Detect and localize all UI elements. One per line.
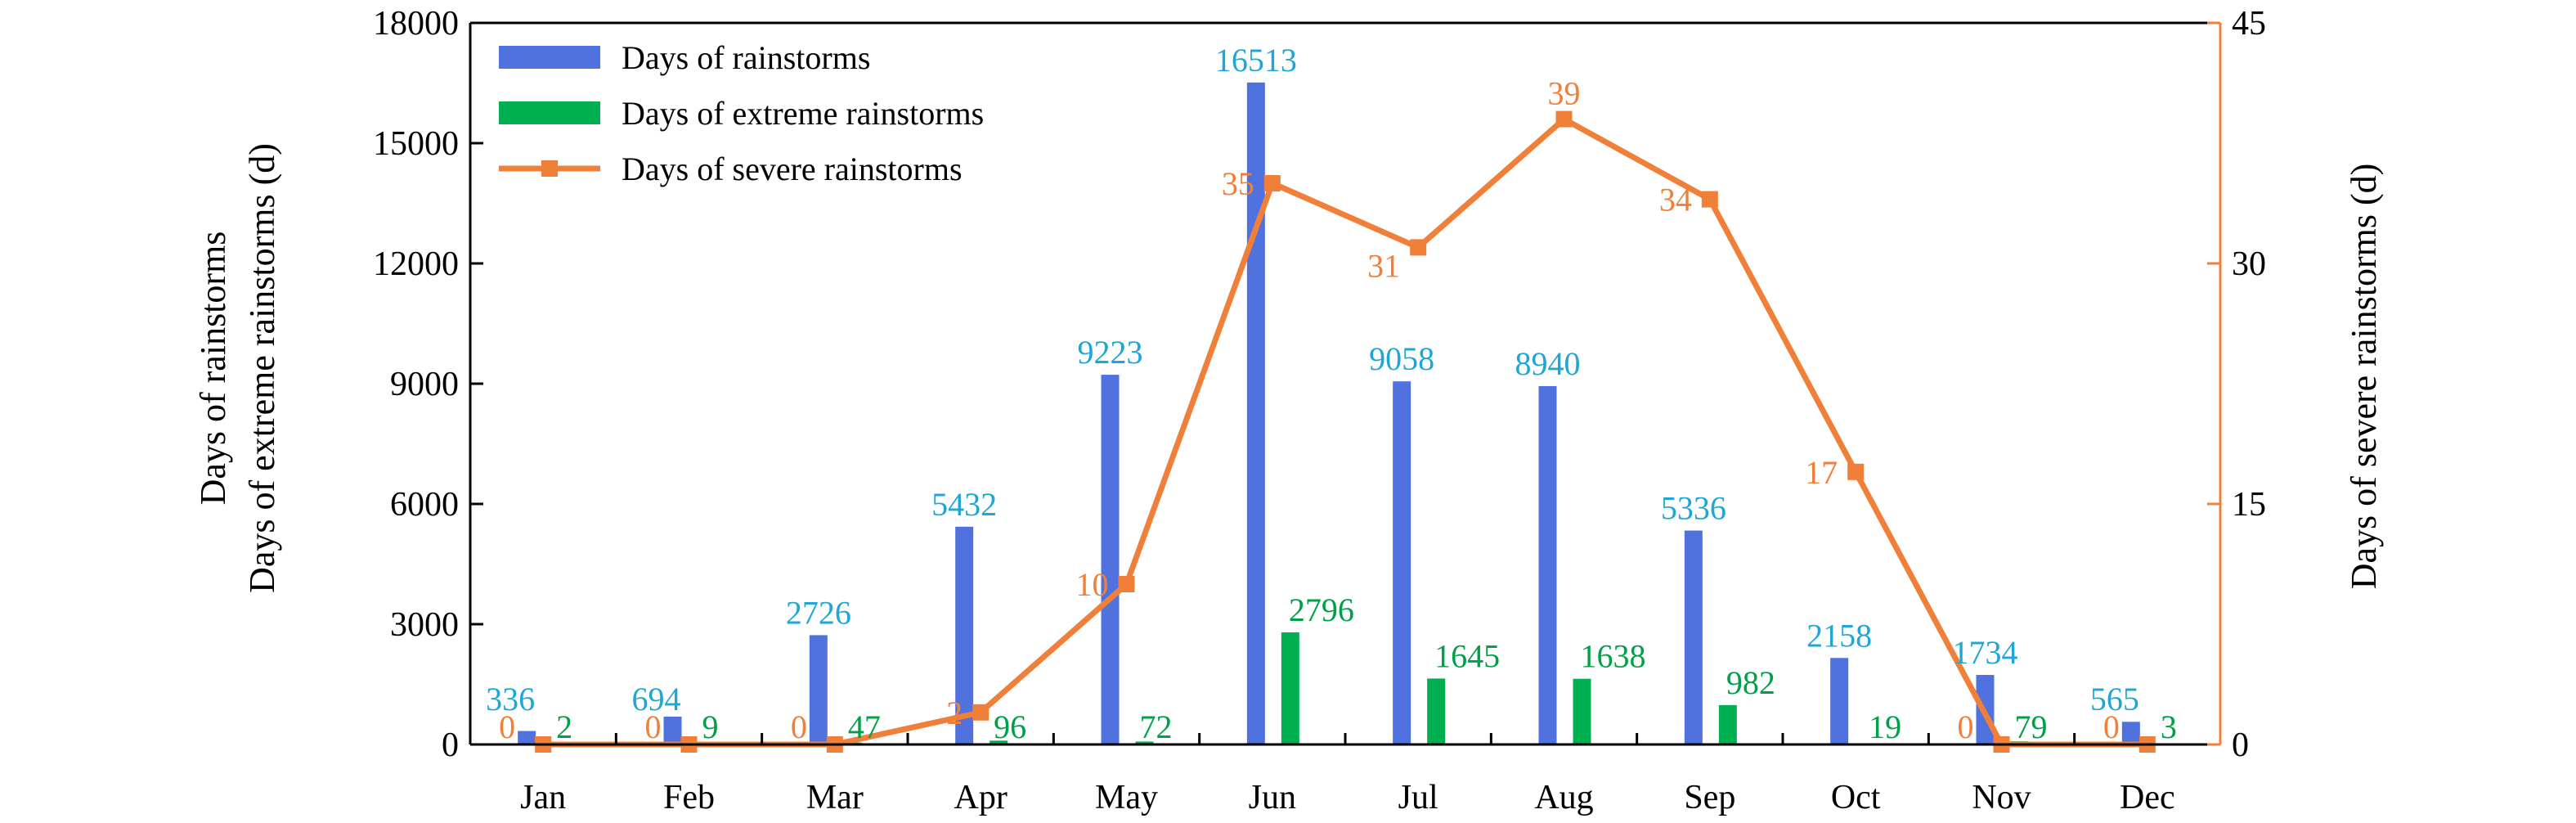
x-tick-label: May [1095,779,1158,816]
data-label-severe-rainstorms: 0 [1958,708,1974,745]
x-tick-label: Mar [806,779,864,816]
data-label-severe-rainstorms: 39 [1548,75,1581,112]
legend: Days of rainstorms Days of extreme rainst… [499,39,984,187]
data-label-rainstorms: 9058 [1369,340,1434,377]
y-axis-right-title: Days of severe rainstorms (d) [2344,164,2384,590]
bar-extreme-rainstorms [1573,678,1591,744]
data-label-rainstorms: 565 [2090,681,2139,717]
y-right-tick-label: 0 [2232,726,2249,764]
data-label-extreme-rainstorms: 72 [1140,708,1173,745]
data-label-rainstorms: 694 [632,681,681,717]
y-right-tick-label: 15 [2232,486,2266,524]
bar-rainstorms [809,635,828,744]
bar-rainstorms [2121,722,2140,744]
line-marker-severe-rainstorms [1701,191,1718,208]
bar-rainstorms [1101,375,1120,744]
y-axis-left-title-line1: Days of rainstorms [193,232,233,506]
line-layer [535,110,2156,753]
y-left-tick-label: 9000 [390,366,459,403]
data-label-severe-rainstorms: 31 [1367,247,1400,284]
bar-extreme-rainstorms [1718,704,1737,744]
legend-swatch-marker-severe-rainstorms [541,160,558,177]
line-marker-severe-rainstorms [1555,110,1573,128]
data-label-severe-rainstorms: 0 [499,708,515,745]
data-label-severe-rainstorms: 34 [1659,182,1692,218]
data-label-extreme-rainstorms: 3 [2161,708,2177,745]
data-label-severe-rainstorms: 10 [1076,566,1109,603]
x-tick-label: Jun [1249,779,1296,816]
x-tick-label: Aug [1534,779,1593,816]
data-label-extreme-rainstorms: 19 [1869,708,1901,745]
bar-rainstorms [518,731,536,744]
data-label-severe-rainstorms: 17 [1805,454,1838,491]
data-label-rainstorms: 8940 [1515,345,1581,382]
data-label-extreme-rainstorms: 47 [848,708,881,745]
data-label-rainstorms: 2726 [786,594,851,631]
bars-layer [518,82,2174,745]
bar-extreme-rainstorms [1281,632,1299,744]
legend-swatch-extreme-rainstorms [499,101,600,124]
data-label-extreme-rainstorms: 982 [1726,664,1775,701]
x-tick-label: Apr [954,779,1008,816]
data-label-rainstorms: 16513 [1215,42,1297,79]
y-axis-left-title-line2: Days of extreme rainstorms (d) [242,143,282,593]
data-label-rainstorms: 5336 [1661,490,1726,527]
data-label-severe-rainstorms: 2 [946,695,963,731]
data-label-extreme-rainstorms: 2 [556,708,572,745]
y-left-tick-label: 3000 [390,606,459,644]
data-label-rainstorms: 336 [486,681,535,717]
data-label-extreme-rainstorms: 1638 [1581,638,1646,675]
data-label-extreme-rainstorms: 9 [702,708,719,745]
y-left-tick-label: 18000 [373,5,459,43]
data-labels: 3362069490272647054329629223721016513279… [486,42,2177,745]
data-label-rainstorms: 2158 [1806,617,1872,654]
data-label-extreme-rainstorms: 79 [2015,708,2048,745]
bar-rainstorms [1393,381,1411,744]
bar-rainstorms [663,716,682,744]
bar-rainstorms [1684,530,1703,744]
legend-label-extreme-rainstorms: Days of extreme rainstorms [622,95,984,132]
bar-extreme-rainstorms [1427,678,1446,744]
y-right-tick-label: 45 [2232,5,2266,43]
y-left-tick-label: 6000 [390,486,459,524]
data-label-extreme-rainstorms: 2796 [1289,591,1354,628]
line-marker-severe-rainstorms [1410,239,1427,256]
legend-label-severe-rainstorms: Days of severe rainstorms [622,151,963,187]
data-label-extreme-rainstorms: 96 [994,708,1026,745]
x-tick-label: Oct [1831,779,1881,816]
line-marker-severe-rainstorms [1263,175,1281,191]
legend-label-rainstorms: Days of rainstorms [622,39,870,76]
x-tick-label: Jul [1398,779,1438,816]
y-left-tick-label: 0 [442,726,459,764]
data-label-extreme-rainstorms: 1645 [1434,637,1500,674]
line-marker-severe-rainstorms [1847,463,1865,480]
bar-rainstorms [1830,658,1849,744]
x-tick-label: Jan [520,779,566,816]
x-tick-label: Feb [663,779,715,816]
data-label-severe-rainstorms: 35 [1222,165,1254,202]
data-label-rainstorms: 1734 [1953,634,2018,671]
bar-extreme-rainstorms [1135,741,1154,744]
y-right-tick-label: 30 [2232,245,2266,283]
data-label-rainstorms: 5432 [931,486,997,523]
line-marker-severe-rainstorms [972,704,990,721]
x-tick-label: Dec [2120,779,2175,816]
bar-rainstorms [955,526,974,744]
x-tick-label: Nov [1972,779,2031,816]
x-tick-label: Sep [1684,779,1735,816]
data-label-severe-rainstorms: 0 [791,708,807,745]
data-label-severe-rainstorms: 0 [2103,708,2120,745]
bar-extreme-rainstorms [990,740,1008,744]
bar-rainstorms [1538,385,1557,744]
line-marker-severe-rainstorms [1118,576,1135,592]
y-left-tick-label: 12000 [373,245,459,283]
data-label-rainstorms: 9223 [1078,334,1143,371]
data-label-severe-rainstorms: 0 [645,708,662,745]
line-severe-rainstorms [543,116,2147,748]
legend-swatch-rainstorms [499,46,600,69]
y-left-tick-label: 15000 [373,125,459,163]
